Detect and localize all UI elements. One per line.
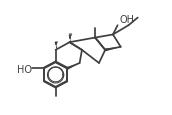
- Text: OH: OH: [119, 15, 134, 24]
- Text: HO: HO: [17, 65, 32, 75]
